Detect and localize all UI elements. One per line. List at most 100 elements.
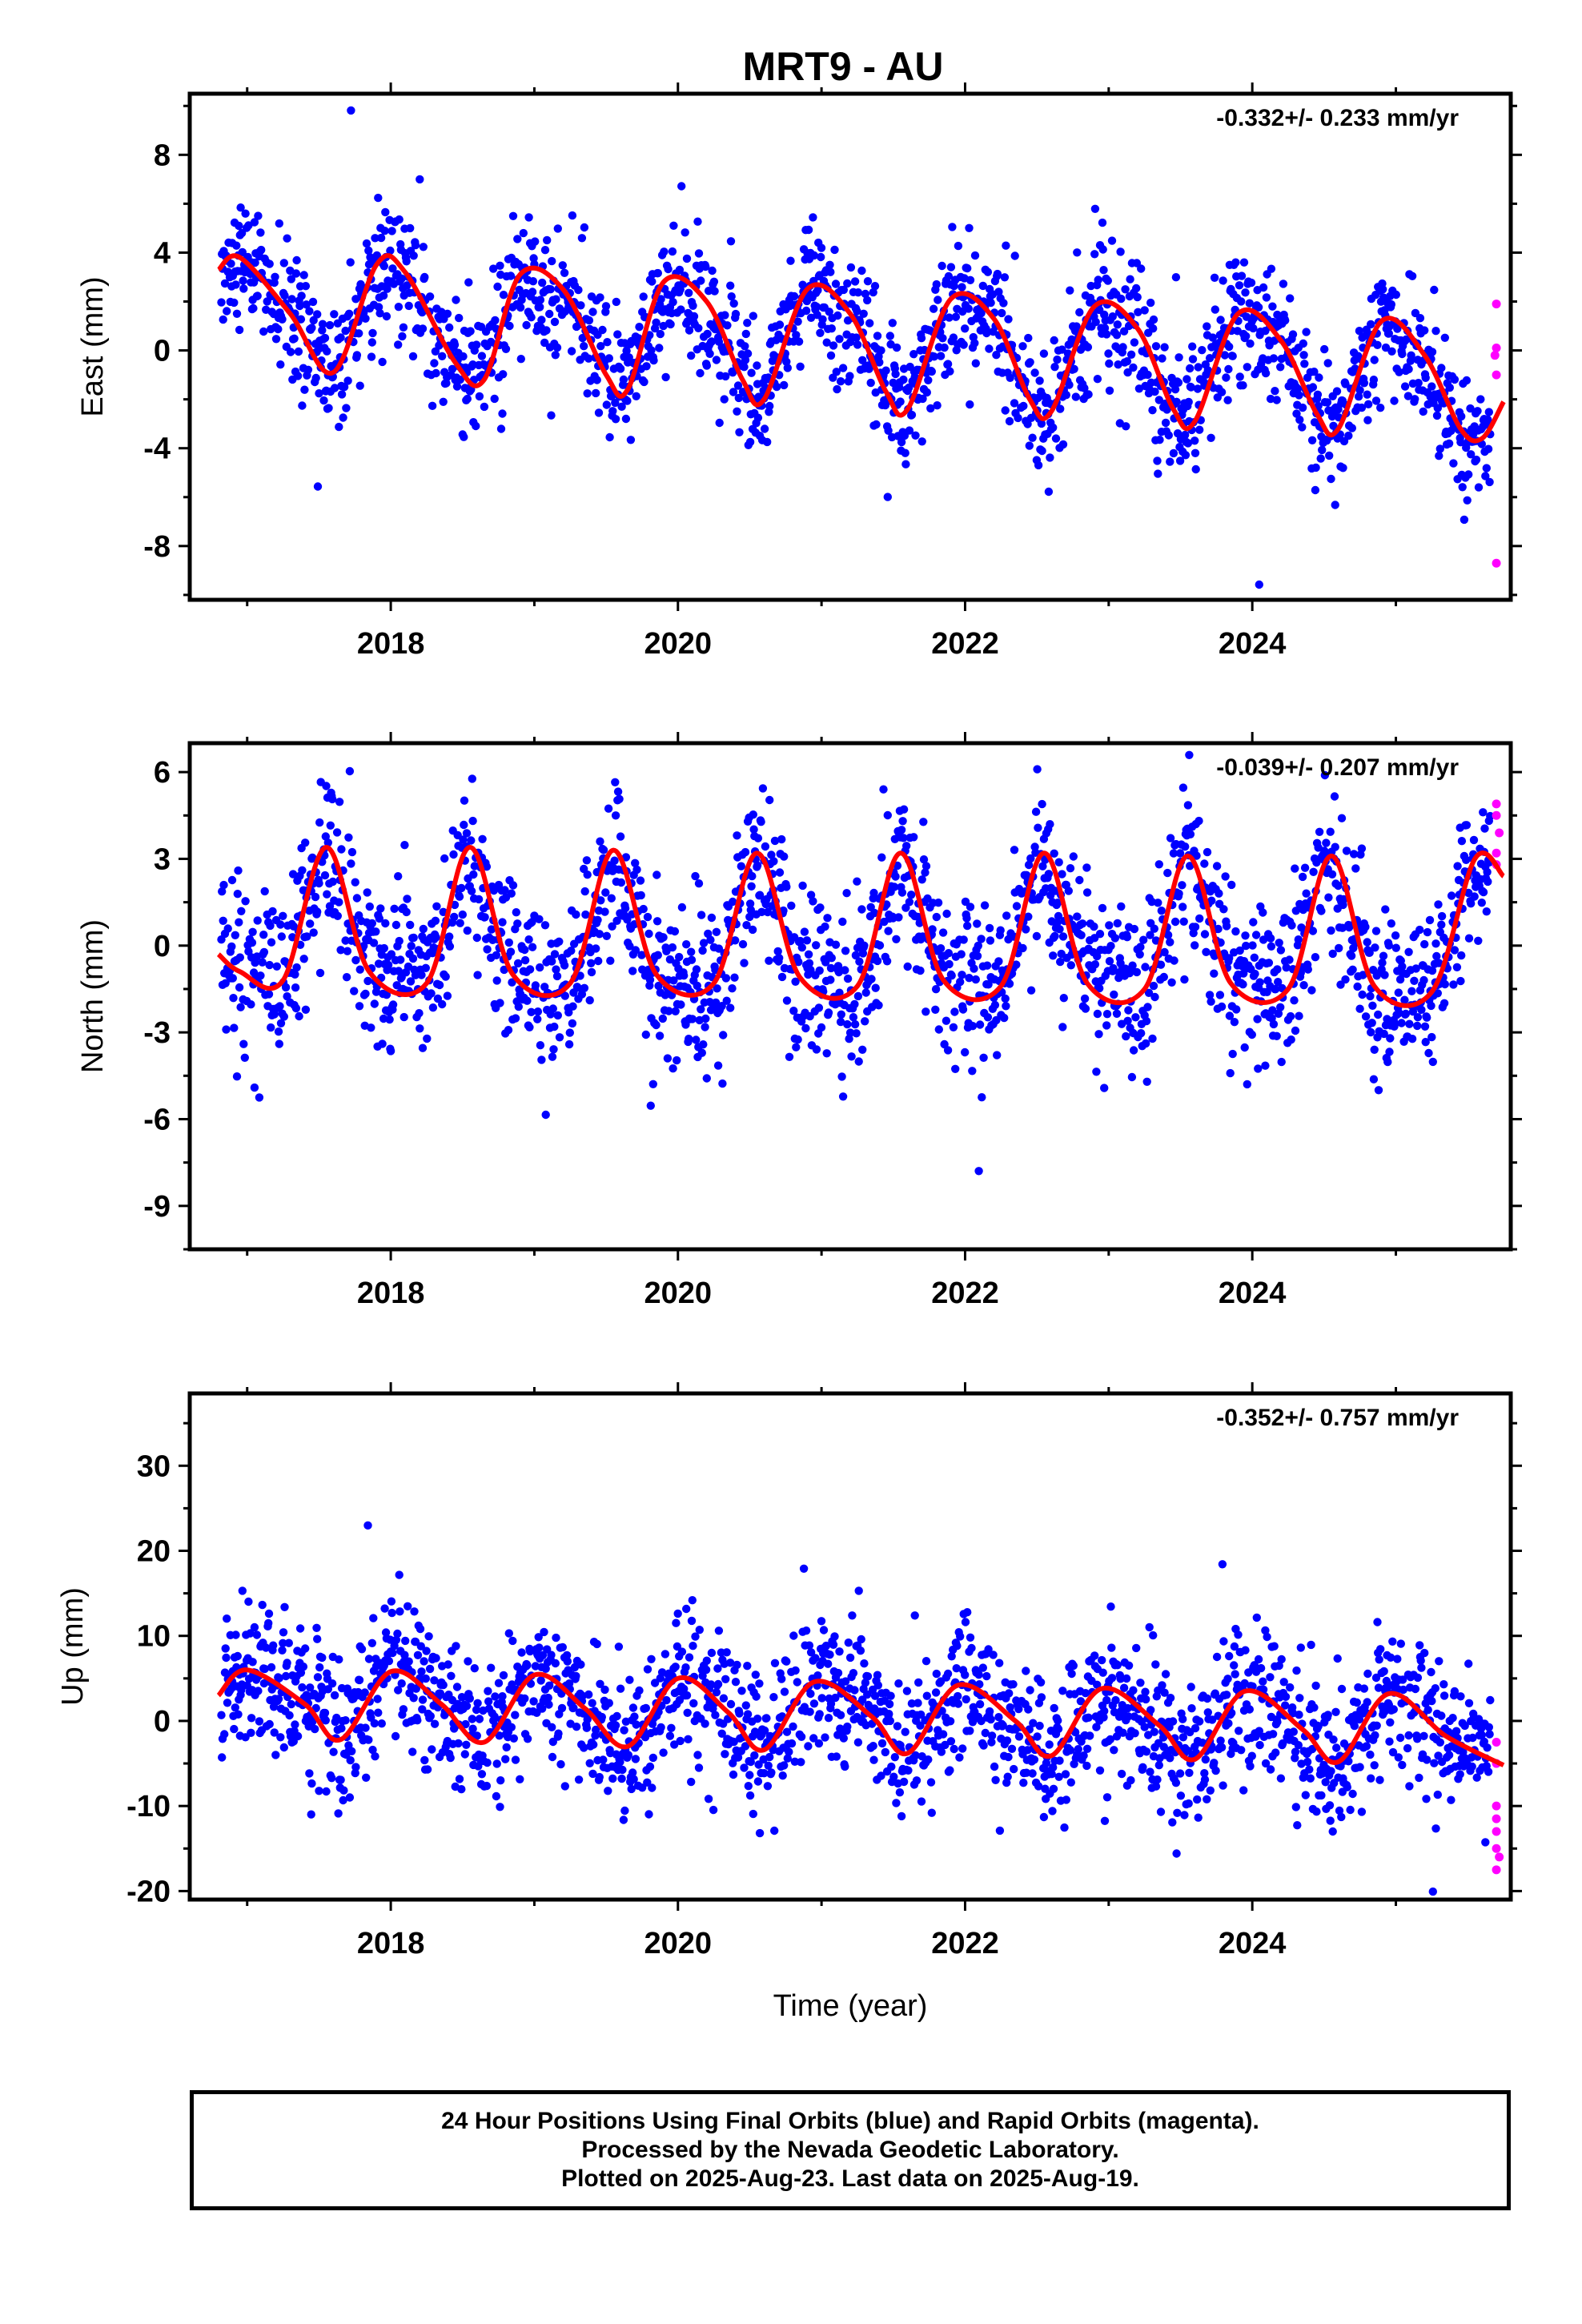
data-point	[587, 967, 596, 977]
data-point	[291, 269, 301, 278]
data-point	[432, 368, 440, 378]
data-point	[367, 1638, 376, 1647]
data-point	[765, 1752, 774, 1762]
x-tick-label: 2024	[1219, 627, 1287, 661]
x-tick-label: 2022	[931, 627, 999, 661]
data-point	[1200, 930, 1210, 939]
data-point	[673, 1642, 682, 1651]
data-point	[826, 963, 836, 973]
data-point	[1378, 959, 1387, 967]
data-point	[818, 315, 827, 324]
data-point	[1445, 383, 1455, 392]
data-point	[658, 1014, 667, 1023]
data-point	[938, 261, 946, 271]
data-point	[804, 225, 813, 235]
data-point	[1410, 976, 1419, 986]
data-point	[1457, 837, 1467, 846]
data-point	[729, 299, 738, 308]
data-point	[501, 1755, 510, 1763]
data-point	[335, 1655, 343, 1664]
data-point	[907, 410, 917, 420]
data-point	[652, 917, 662, 926]
data-point	[264, 990, 274, 999]
data-point	[753, 1715, 762, 1723]
data-point	[805, 1641, 814, 1650]
data-point	[276, 920, 285, 929]
data-point	[870, 1691, 880, 1700]
data-point	[1014, 1732, 1024, 1741]
data-point	[593, 915, 602, 925]
data-point	[846, 263, 856, 272]
data-point	[463, 394, 472, 404]
data-point	[1357, 844, 1367, 853]
data-point	[748, 871, 757, 881]
data-point	[409, 1694, 418, 1703]
data-point	[311, 892, 320, 902]
data-point	[794, 958, 803, 967]
data-point	[1143, 370, 1152, 380]
data-point	[825, 1651, 834, 1659]
data-point	[985, 923, 994, 933]
data-point	[899, 834, 908, 842]
data-point	[1180, 975, 1189, 984]
data-point	[1450, 375, 1460, 384]
data-point	[337, 1724, 346, 1733]
data-point	[842, 889, 851, 898]
data-point	[853, 991, 863, 1001]
data-point	[1259, 935, 1268, 944]
data-point	[885, 332, 895, 340]
data-point	[418, 1695, 428, 1704]
data-point	[588, 1769, 597, 1779]
data-point	[919, 855, 929, 864]
data-point	[538, 1704, 547, 1713]
data-point	[1018, 342, 1027, 351]
data-point	[978, 1093, 986, 1102]
data-point	[455, 892, 464, 901]
data-point	[955, 1753, 964, 1762]
data-point	[682, 940, 691, 949]
data-point	[946, 263, 956, 271]
data-point	[247, 1728, 255, 1737]
data-point	[267, 1663, 276, 1672]
data-point	[585, 1759, 594, 1767]
data-point	[730, 973, 739, 982]
data-point	[1371, 943, 1379, 952]
data-point	[381, 919, 390, 928]
data-point	[822, 1049, 831, 1058]
data-point	[1072, 322, 1081, 331]
data-point	[1098, 245, 1107, 254]
data-point	[336, 1775, 345, 1784]
data-point	[291, 983, 300, 992]
data-point	[856, 1647, 865, 1655]
data-point	[641, 1030, 650, 1039]
data-point	[302, 300, 311, 309]
data-point	[1320, 770, 1330, 780]
data-point	[866, 378, 875, 388]
data-point	[1211, 305, 1220, 314]
data-point	[320, 870, 330, 880]
data-point	[519, 228, 528, 238]
data-point	[879, 785, 888, 794]
data-point	[693, 981, 701, 991]
data-point	[946, 1717, 955, 1726]
data-point	[951, 312, 961, 321]
data-point	[246, 1629, 255, 1638]
data-point	[1420, 939, 1429, 949]
data-point	[797, 1732, 806, 1741]
data-point	[448, 364, 457, 373]
data-point	[958, 1744, 967, 1753]
data-point	[892, 935, 901, 944]
data-point	[475, 392, 484, 401]
data-point	[219, 315, 227, 324]
data-point	[1053, 919, 1062, 927]
data-point	[666, 320, 675, 329]
data-point	[346, 1755, 355, 1765]
data-point	[1439, 999, 1449, 1008]
data-point	[232, 1072, 242, 1081]
data-point	[787, 901, 796, 911]
data-point	[662, 947, 671, 956]
data-point	[285, 1711, 294, 1720]
data-point	[1384, 941, 1394, 950]
data-point	[295, 301, 304, 311]
data-point	[1379, 951, 1388, 960]
